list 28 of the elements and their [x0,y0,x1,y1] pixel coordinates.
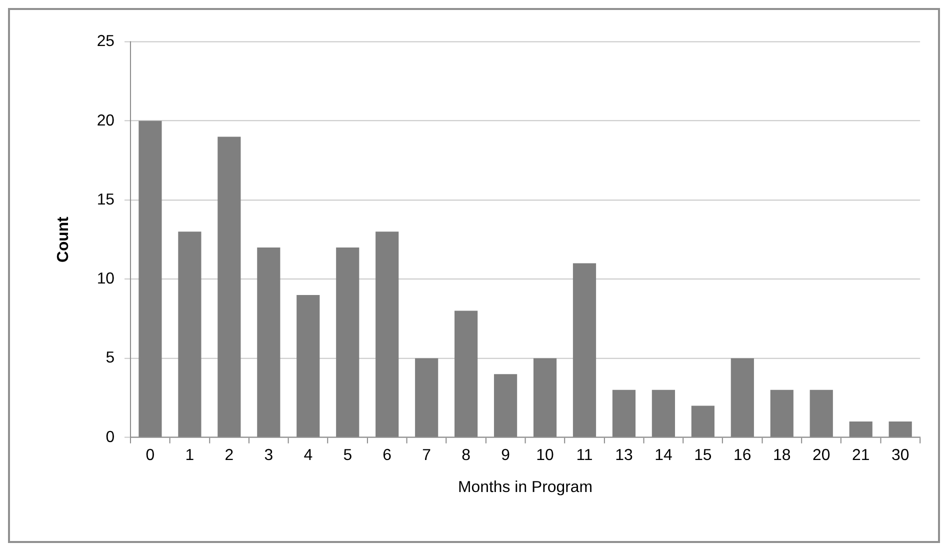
x-tick-label: 11 [576,447,593,464]
x-tick-label: 13 [615,447,633,464]
x-tick-label: 16 [734,447,752,464]
x-tick-label: 0 [146,447,155,464]
x-tick-label: 18 [773,447,791,464]
x-tick-label: 9 [501,447,510,464]
x-tick-label: 30 [891,447,910,464]
x-tick-label: 2 [224,447,234,464]
y-tick-label: 25 [96,33,115,50]
x-tick-label: 4 [304,447,313,464]
y-tick-label: 5 [106,350,115,367]
x-tick-label: 20 [812,447,830,464]
x-tick-label: 14 [654,447,672,464]
x-tick-label: 3 [264,447,274,464]
x-axis-title: Months in Program [458,479,593,496]
x-tick-label: 21 [852,447,870,464]
x-tick-label: 1 [185,447,194,464]
y-tick-label: 20 [96,112,115,130]
x-tick-label: 6 [382,447,392,464]
x-tick-label: 7 [422,447,432,464]
y-tick-label: 15 [96,191,115,208]
y-axis-title: Count [54,216,72,262]
x-tick-label: 10 [536,447,554,464]
y-tick-label: 0 [106,428,115,446]
x-tick-label: 8 [462,447,471,464]
y-tick-label: 10 [96,270,115,288]
x-tick-label: 15 [694,447,712,464]
x-tick-label: 5 [343,447,352,464]
